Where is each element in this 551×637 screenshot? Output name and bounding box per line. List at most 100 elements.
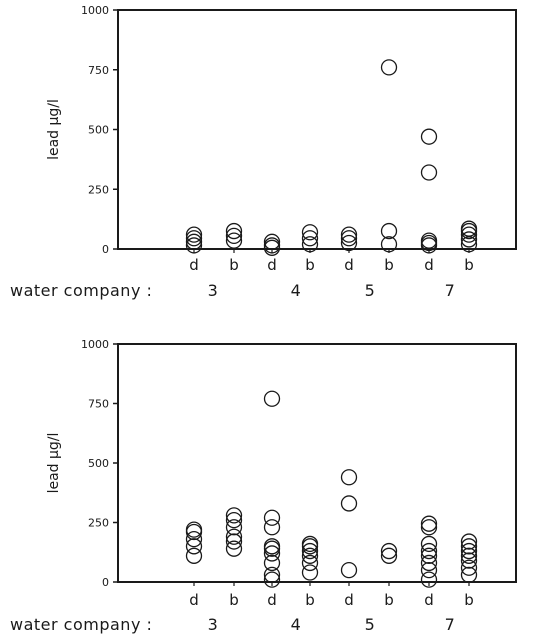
data-point bbox=[301, 554, 319, 572]
data-point bbox=[420, 547, 438, 564]
data-point bbox=[185, 531, 203, 548]
data-point bbox=[420, 515, 438, 532]
data-point bbox=[225, 507, 243, 524]
category-label: d bbox=[344, 256, 354, 274]
data-point bbox=[185, 226, 203, 243]
category-label: b bbox=[464, 256, 474, 274]
y-tick-label: 500 bbox=[88, 124, 109, 137]
data-point bbox=[263, 571, 281, 588]
data-point bbox=[225, 533, 243, 550]
data-point bbox=[380, 236, 398, 253]
y-tick-label: 750 bbox=[88, 398, 109, 411]
data-point bbox=[225, 511, 243, 529]
data-point bbox=[263, 233, 281, 250]
data-point bbox=[460, 220, 478, 237]
data-point bbox=[301, 236, 319, 253]
y-tick-label: 1000 bbox=[81, 338, 109, 351]
top-panel: 0 250 500 750 1000 lead μg/l d b d b d b d b water com… bbox=[10, 4, 517, 300]
y-tick-label: 0 bbox=[102, 576, 109, 589]
company-label: 4 bbox=[291, 615, 302, 634]
category-label: b bbox=[384, 591, 394, 609]
data-point bbox=[380, 542, 398, 560]
data-point bbox=[340, 495, 358, 512]
data-point bbox=[340, 469, 358, 486]
data-point bbox=[420, 554, 438, 572]
data-point bbox=[301, 230, 319, 247]
bottom-panel: 0 250 500 750 1000 lead μg/l d b d b d b d b water com… bbox=[10, 338, 517, 634]
category-label: b bbox=[464, 591, 474, 609]
category-label: d bbox=[267, 256, 277, 274]
data-point bbox=[225, 528, 243, 545]
company-label: 5 bbox=[365, 615, 376, 634]
category-label: d bbox=[189, 591, 199, 609]
data-point bbox=[460, 542, 478, 560]
data-point bbox=[185, 547, 203, 564]
company-label: 4 bbox=[291, 281, 302, 300]
y-axis-title: lead μg/l bbox=[46, 99, 62, 160]
y-tick-label: 500 bbox=[88, 457, 109, 470]
data-point bbox=[420, 561, 438, 579]
data-point bbox=[460, 547, 478, 564]
data-point bbox=[185, 521, 203, 538]
company-label: 5 bbox=[365, 281, 376, 300]
data-point bbox=[185, 538, 203, 555]
y-tick-label: 1000 bbox=[81, 4, 109, 17]
category-label: b bbox=[229, 256, 239, 274]
data-point bbox=[263, 538, 281, 555]
category-label: d bbox=[424, 256, 434, 274]
category-label: d bbox=[189, 256, 199, 274]
data-point bbox=[380, 547, 398, 564]
data-point bbox=[263, 554, 281, 572]
company-label: 7 bbox=[445, 281, 456, 300]
data-point bbox=[420, 535, 438, 553]
data-point bbox=[460, 533, 478, 550]
data-point bbox=[225, 519, 243, 536]
data-point bbox=[460, 538, 478, 555]
data-point bbox=[460, 226, 478, 243]
y-axis-title: lead μg/l bbox=[46, 433, 62, 494]
y-tick-label: 250 bbox=[88, 517, 109, 530]
company-label: 7 bbox=[445, 615, 456, 634]
data-point bbox=[185, 230, 203, 247]
data-point bbox=[185, 233, 203, 250]
data-point bbox=[263, 519, 281, 536]
data-point bbox=[460, 559, 478, 576]
data-point bbox=[380, 59, 398, 76]
data-point bbox=[301, 547, 319, 564]
data-point bbox=[263, 566, 281, 584]
data-point bbox=[301, 224, 319, 241]
data-point bbox=[263, 509, 281, 526]
data-point bbox=[420, 542, 438, 560]
data-point bbox=[340, 561, 358, 579]
company-label: 3 bbox=[208, 281, 219, 300]
category-label: d bbox=[344, 591, 354, 609]
data-point bbox=[301, 564, 319, 581]
data-point bbox=[225, 227, 243, 245]
category-label: b bbox=[305, 591, 315, 609]
data-point bbox=[460, 552, 478, 569]
category-label: d bbox=[424, 591, 434, 609]
data-point bbox=[301, 542, 319, 560]
y-tick-label: 250 bbox=[88, 183, 109, 196]
data-point bbox=[380, 222, 398, 240]
data-point bbox=[340, 234, 358, 252]
data-point bbox=[263, 237, 281, 254]
category-label: d bbox=[267, 591, 277, 609]
category-label: b bbox=[384, 256, 394, 274]
company-label: 3 bbox=[208, 615, 219, 634]
data-point bbox=[420, 128, 438, 145]
data-point bbox=[420, 519, 438, 536]
data-point bbox=[225, 540, 243, 557]
data-point bbox=[225, 232, 243, 249]
y-tick-label: 0 bbox=[102, 243, 109, 256]
plot-frame bbox=[117, 9, 517, 250]
data-point bbox=[420, 232, 438, 249]
x-axis-title: water company : bbox=[10, 615, 152, 634]
data-point bbox=[263, 390, 281, 407]
category-label: b bbox=[229, 591, 239, 609]
data-point bbox=[420, 571, 438, 588]
data-point bbox=[225, 222, 243, 240]
data-point bbox=[340, 226, 358, 243]
data-point bbox=[460, 566, 478, 584]
